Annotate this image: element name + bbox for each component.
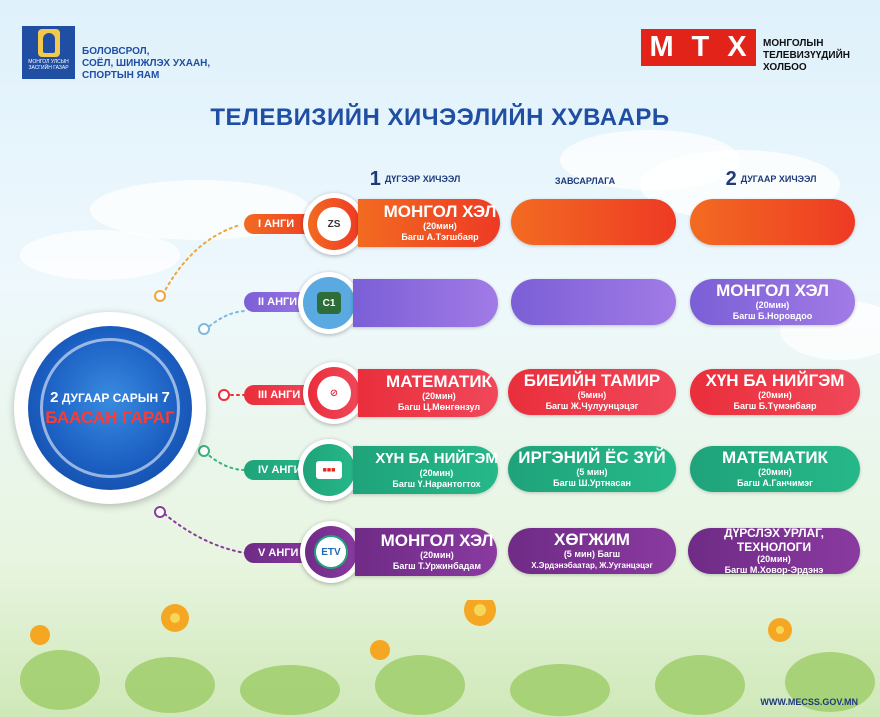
mtx-logo: М Т Х: [641, 29, 756, 66]
channel-logo-1: ZS: [303, 193, 365, 255]
subject: ХҮН БА НИЙГЭМ: [705, 371, 845, 390]
cloud-decoration: [20, 230, 180, 280]
mtx-letter: М: [649, 31, 675, 63]
column-header-lesson-2: 2 ДУГААР ХИЧЭЭЛ: [706, 168, 836, 191]
teacher: Багш А.Тэгшбаяр: [401, 232, 479, 242]
lesson-1-grade-4[interactable]: ХҮН БА НИЙГЭМ (20мин) Багш Ү.Нарантогтох: [353, 446, 498, 494]
lesson-1-grade-3[interactable]: МАТЕМАТИК (20мин) Багш Ц.Мөнгөнзул: [358, 369, 498, 417]
subject: ХӨГЖИМ: [554, 530, 630, 549]
lesson-2-grade-2[interactable]: МОНГОЛ ХЭЛ (20мин) Багш Б.Норовдоо: [690, 279, 855, 325]
government-logo: МОНГОЛ УЛСЫН ЗАСГИЙН ГАЗАР: [22, 26, 75, 79]
no-signal-channel-icon: ⊘: [317, 376, 351, 410]
teacher: Багш М.Ховор-Эрдэнэ: [724, 565, 824, 575]
duration: (20мин): [755, 300, 790, 310]
day-number: 7: [161, 388, 170, 406]
break-grade-4[interactable]: ИРГЭНИЙ ЁС ЗҮЙ (5 мин) Багш Ш.Уртнасан: [508, 446, 676, 492]
teacher: Багш А.Ганчимэг: [737, 478, 813, 488]
subject: БИЕИЙН ТАМИР: [523, 371, 661, 390]
c1-channel-icon: C1: [317, 292, 341, 314]
mtx-name: МОНГОЛЫН ТЕЛЕВИЗҮҮДИЙН ХОЛБОО: [763, 38, 850, 73]
duration: (20мин): [420, 550, 454, 560]
channel-logo-inner: ETV: [305, 526, 357, 578]
teacher: Багш Б.Түмэнбаяр: [733, 401, 817, 411]
column-number: 2: [725, 168, 737, 190]
weekday: БААСАН ГАРАГ: [45, 407, 175, 427]
column-label: ЗАВСАРЛАГА: [554, 176, 616, 186]
column-header-lesson-1: 1 ДҮГЭЭР ХИЧЭЭЛ: [360, 168, 470, 191]
lesson-2-grade-3[interactable]: ХҮН БА НИЙГЭМ (20мин) Багш Б.Түмэнбаяр: [690, 369, 860, 415]
teacher: Х.Эрдэнэбаатар, Ж.Ууганцэцэг: [531, 561, 653, 570]
mtx-letter: Х: [727, 31, 748, 63]
duration: (5 мин) Багш: [563, 549, 621, 559]
column-header-break: ЗАВСАРЛАГА: [525, 176, 645, 186]
multicolor-channel-icon: ■■■: [316, 461, 342, 479]
teacher: Багш Ү.Нарантогтох: [392, 479, 481, 489]
channel-logo-3: ⊘: [303, 362, 365, 424]
teacher: Багш Б.Норовдоо: [732, 311, 813, 321]
break-grade-2[interactable]: [511, 279, 676, 325]
lesson-2-grade-5[interactable]: ДҮРСЛЭХ УРЛАГ, ТЕХНОЛОГИ (20мин) Багш М.…: [688, 526, 860, 575]
break-grade-3[interactable]: БИЕИЙН ТАМИР (5мин) Багш Ж.Чулуунцэцэг: [508, 369, 676, 415]
subject: ХҮН БА НИЙГЭМ: [375, 450, 498, 467]
date-circle: 2 ДУГААР САРЫН 7 БААСАН ГАРАГ: [28, 326, 192, 490]
duration: (20мин): [757, 554, 791, 564]
teacher: Багш Т.Уржинбадам: [392, 561, 482, 571]
channel-logo-inner: ⊘: [308, 367, 360, 419]
month-label: ДУГААР САРЫН: [61, 390, 159, 405]
break-grade-5[interactable]: ХӨГЖИМ (5 мин) Багш Х.Эрдэнэбаатар, Ж.Уу…: [508, 528, 676, 574]
mtx-letter: Т: [691, 31, 711, 63]
lesson-1-grade-2[interactable]: [353, 279, 498, 327]
break-grade-1[interactable]: [511, 199, 676, 245]
date-circle-inner-ring: [40, 338, 180, 478]
government-logo-text: МОНГОЛ УЛСЫН ЗАСГИЙН ГАЗАР: [28, 59, 69, 71]
teacher: Багш Ц.Мөнгөнзул: [397, 402, 481, 412]
duration: (5мин): [577, 390, 607, 400]
channel-logo-inner: ■■■: [303, 444, 355, 496]
channel-logo-inner: ZS: [308, 198, 360, 250]
teacher: Багш Ж.Чулуунцэцэг: [545, 401, 639, 411]
duration: (20мин): [758, 467, 792, 477]
subject: МАТЕМАТИК: [722, 448, 828, 467]
teacher: Багш Ш.Уртнасан: [553, 478, 631, 488]
channel-logo-4: ■■■: [298, 439, 360, 501]
duration: (5 мин): [576, 467, 608, 477]
subject: МОНГОЛ ХЭЛ: [383, 202, 497, 221]
subject: МОНГОЛ ХЭЛ: [380, 531, 494, 550]
column-label: ДУГААР ХИЧЭЭЛ: [740, 174, 817, 184]
soyombo-emblem-icon: [37, 29, 60, 57]
lesson-2-grade-4[interactable]: МАТЕМАТИК (20мин) Багш А.Ганчимэг: [690, 446, 860, 492]
column-number: 1: [369, 168, 381, 190]
zs-channel-icon: ZS: [317, 207, 351, 241]
ministry-name: БОЛОВСРОЛ, СОЁЛ, ШИНЖЛЭХ УХААН, СПОРТЫН …: [82, 46, 211, 81]
duration: (20мин): [758, 390, 792, 400]
grass-decoration: [20, 600, 875, 716]
duration: (20мин): [419, 468, 454, 478]
lesson-1-grade-5[interactable]: МОНГОЛ ХЭЛ (20мин) Багш Т.Уржинбадам: [355, 528, 497, 576]
date-text: 2 ДУГААР САРЫН 7: [50, 389, 170, 406]
duration: (20мин): [422, 391, 456, 401]
duration: (20мин): [423, 221, 457, 231]
lesson-1-grade-1[interactable]: МОНГОЛ ХЭЛ (20мин) Багш А.Тэгшбаяр: [358, 199, 500, 247]
channel-logo-inner: C1: [303, 277, 355, 329]
website-url[interactable]: WWW.MECSS.GOV.MN: [760, 697, 858, 707]
page-title: ТЕЛЕВИЗИЙН ХИЧЭЭЛИЙН ХУВААРЬ: [210, 104, 670, 131]
month-number: 2: [50, 388, 59, 406]
etv-channel-icon: ETV: [314, 535, 348, 569]
channel-logo-5: ETV: [300, 521, 362, 583]
lesson-2-grade-1[interactable]: [690, 199, 855, 245]
subject: ДҮРСЛЭХ УРЛАГ, ТЕХНОЛОГИ: [724, 526, 824, 554]
subject: МОНГОЛ ХЭЛ: [716, 281, 829, 300]
column-label: ДҮГЭЭР ХИЧЭЭЛ: [384, 174, 461, 184]
channel-logo-2: C1: [298, 272, 360, 334]
subject: ИРГЭНИЙ ЁС ЗҮЙ: [518, 448, 666, 467]
subject: МАТЕМАТИК: [386, 372, 492, 391]
